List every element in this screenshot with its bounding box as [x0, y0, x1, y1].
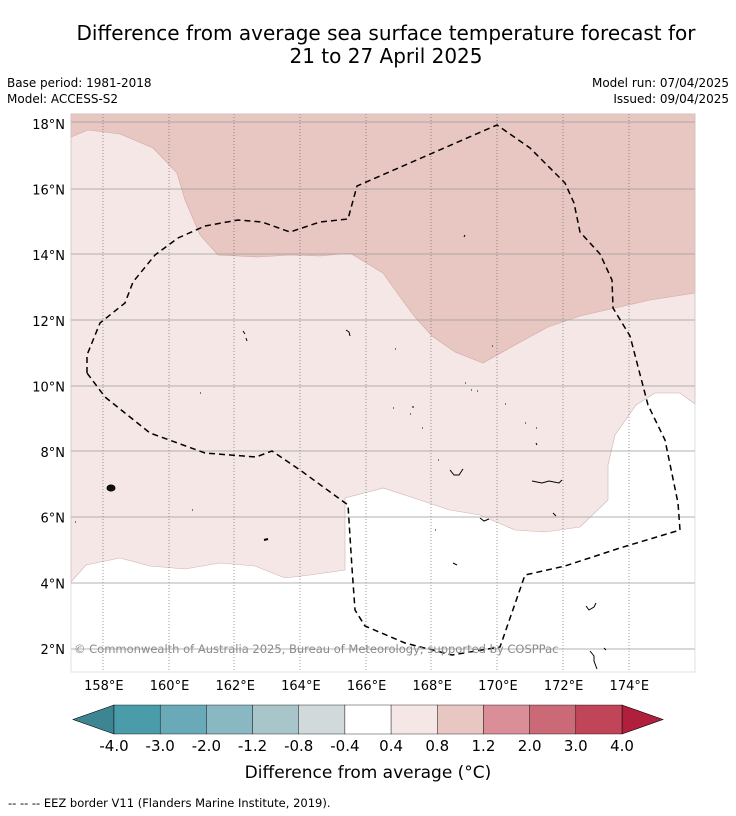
- colorbar-swatch: [159, 704, 207, 735]
- colorbar-tick-label: 4.0: [610, 737, 634, 755]
- colorbar-swatch: [390, 704, 438, 735]
- colorbar-tick-label: -0.4: [330, 737, 359, 755]
- colorbar-tick-label: -4.0: [99, 737, 128, 755]
- lon-tick-label: 172°E: [544, 679, 584, 694]
- issued-date: Issued: 09/04/2025: [613, 92, 729, 106]
- lon-tick-label: 166°E: [347, 679, 387, 694]
- lon-tick-label: 160°E: [150, 679, 190, 694]
- colorbar-swatch: [206, 704, 253, 735]
- colorbar-swatch: [113, 704, 161, 735]
- plot-frame: [70, 113, 696, 673]
- colorbar-tick-label: -2.0: [192, 737, 221, 755]
- lon-tick-label: 168°E: [412, 679, 452, 694]
- colorbar-tick-label: 0.4: [379, 737, 403, 755]
- islands: [75, 234, 607, 670]
- title-line-1: Difference from average sea surface temp…: [76, 21, 696, 45]
- colorbar-swatch: [344, 704, 392, 735]
- lon-tick-label: 162°E: [215, 679, 255, 694]
- lon-tick-label: 164°E: [281, 679, 321, 694]
- longitude-labels: 158°E 160°E 162°E 164°E 166°E 168°E 170°E 172°E…: [84, 679, 649, 694]
- colorbar-swatch: [529, 704, 577, 735]
- lat-tick-label: 14°N: [32, 249, 65, 264]
- lat-tick-label: 2°N: [41, 643, 66, 658]
- lon-tick-label: 158°E: [84, 679, 124, 694]
- lat-tick-label: 8°N: [41, 446, 66, 461]
- colorbar-swatch: [437, 704, 484, 735]
- lat-tick-label: 18°N: [32, 118, 65, 133]
- colorbar-extend-high: [621, 704, 664, 735]
- anomaly-band-medium: [70, 113, 696, 364]
- lon-tick-label: 170°E: [478, 679, 518, 694]
- title-line-2: 21 to 27 April 2025: [289, 44, 483, 68]
- lat-tick-label: 16°N: [32, 183, 65, 198]
- colorbar-tick-label: -1.2: [238, 737, 267, 755]
- copyright-text: © Commonwealth of Australia 2025, Bureau…: [74, 642, 558, 656]
- lat-tick-label: 6°N: [41, 512, 66, 527]
- base-period: Base period: 1981-2018: [7, 76, 152, 90]
- eez-footnote: -- -- -- EEZ border V11 (Flanders Marine…: [8, 796, 331, 810]
- colorbar-swatch: [252, 704, 299, 735]
- eez-border: [86, 124, 681, 656]
- gridlines: [102, 114, 630, 672]
- colorbar-tick-label: 1.2: [472, 737, 496, 755]
- gridlines-lat: [71, 121, 695, 650]
- model-name: Model: ACCESS-S2: [7, 92, 119, 106]
- latitude-labels: 2°N 4°N 6°N 8°N 10°N 12°N 14°N 16°N 18°N: [32, 118, 65, 658]
- colorbar-title: Difference from average (°C): [244, 763, 492, 783]
- colorbar-tick-label: -3.0: [146, 737, 175, 755]
- lon-tick-label: 174°E: [610, 679, 650, 694]
- colorbar-tick-label: -0.8: [284, 737, 313, 755]
- lat-tick-label: 4°N: [41, 577, 66, 592]
- model-run: Model run: 07/04/2025: [591, 76, 729, 90]
- colorbar-tick-label: 3.0: [564, 737, 588, 755]
- colorbar-extend-low: [72, 704, 115, 735]
- lat-tick-label: 10°N: [32, 380, 65, 395]
- colorbar-tick-label: 0.8: [425, 737, 449, 755]
- colorbar-tick-label: 2.0: [518, 737, 542, 755]
- colorbar-swatch: [298, 704, 346, 735]
- meta-right: Model run: 07/04/2025 Issued: 09/04/2025: [592, 75, 729, 107]
- colorbar-swatch: [483, 704, 530, 735]
- island: [106, 484, 116, 492]
- meta-left: Base period: 1981-2018 Model: ACCESS-S2: [7, 75, 152, 107]
- colorbar-swatch: [575, 704, 623, 735]
- lat-tick-label: 12°N: [32, 315, 65, 330]
- chart-title: Difference from average sea surface temp…: [0, 22, 736, 68]
- colorbar: -4.0 -3.0 -2.0 -1.2 -0.8 -0.4 0.4 0.8 1.2 2.0 3.0 4…: [72, 704, 664, 755]
